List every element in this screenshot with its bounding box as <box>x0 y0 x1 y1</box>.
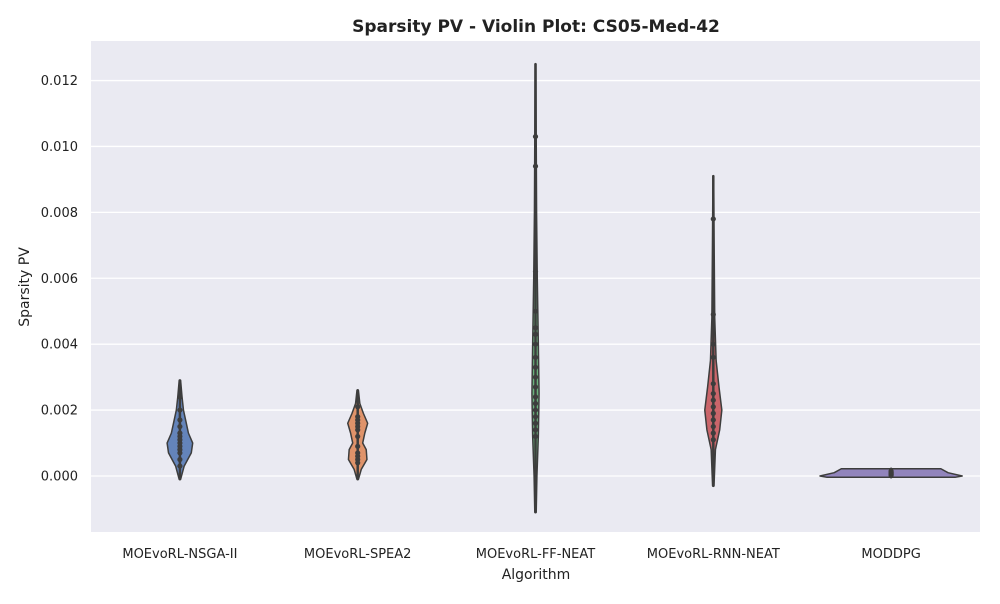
y-tick-label: 0.006 <box>41 272 78 287</box>
data-point <box>177 430 183 436</box>
data-point <box>532 331 539 337</box>
y-tick-label: 0.008 <box>41 206 78 221</box>
data-point <box>532 433 539 440</box>
data-point <box>532 407 539 413</box>
x-tick-label: MOEvoRL-NSGA-II <box>122 547 237 562</box>
data-point <box>532 374 539 380</box>
data-point <box>532 400 539 407</box>
data-point <box>177 407 183 413</box>
data-point <box>532 308 539 314</box>
data-point <box>710 430 716 436</box>
data-point <box>710 354 716 360</box>
data-point <box>710 423 716 430</box>
data-point <box>710 417 716 423</box>
violin-moevorl-nsga-ii <box>166 379 194 481</box>
data-point <box>532 354 539 360</box>
violin-moddpg <box>819 467 963 479</box>
data-point <box>710 381 716 387</box>
violin-moevorl-ff-neat <box>531 62 540 514</box>
x-tick-label: MOEvoRL-SPEA2 <box>304 547 412 562</box>
data-point <box>532 325 539 331</box>
y-tick-label: 0.004 <box>41 338 78 353</box>
y-tick-label: 0.002 <box>41 404 78 419</box>
data-point <box>355 404 361 410</box>
x-tick-label: MOEvoRL-FF-NEAT <box>476 547 596 562</box>
data-point <box>710 341 716 347</box>
data-point <box>532 384 539 390</box>
data-point <box>177 463 183 469</box>
data-point <box>888 468 894 474</box>
data-point <box>177 394 183 400</box>
data-point <box>532 133 539 140</box>
violin-moevorl-spea2 <box>346 389 369 481</box>
data-point <box>177 417 183 423</box>
data-point <box>710 437 716 443</box>
data-point <box>532 269 539 275</box>
data-point <box>532 414 539 420</box>
data-point <box>710 390 716 397</box>
data-point <box>532 341 539 347</box>
y-tick-label: 0.000 <box>41 469 78 484</box>
data-point <box>532 364 539 370</box>
data-point <box>532 163 539 169</box>
data-point <box>355 443 361 449</box>
data-point <box>177 423 183 430</box>
y-tick-labels: 0.000 0.002 0.004 0.006 0.008 0.010 0.012 <box>41 74 78 484</box>
data-point <box>532 394 539 400</box>
x-tick-label: MOEvoRL-RNN-NEAT <box>647 547 780 562</box>
data-point <box>710 410 716 416</box>
data-point <box>532 427 539 433</box>
data-point <box>710 397 716 403</box>
data-point <box>532 420 539 426</box>
violin-moevorl-rnn-neat <box>704 174 723 488</box>
data-point <box>177 456 183 463</box>
y-tick-label: 0.012 <box>41 74 78 89</box>
data-point <box>355 414 361 420</box>
chart-title: Sparsity PV - Violin Plot: CS05-Med-42 <box>352 17 720 37</box>
x-axis-label: Algorithm <box>502 567 571 583</box>
data-point <box>355 433 361 440</box>
data-point <box>710 404 716 410</box>
data-point <box>355 450 361 456</box>
x-tick-labels: MOEvoRL-NSGA-II MOEvoRL-SPEA2 MOEvoRL-FF-N… <box>122 547 920 562</box>
x-tick-label: MODDPG <box>861 547 920 562</box>
violin-layer <box>166 62 963 514</box>
data-point <box>710 311 716 318</box>
data-point <box>710 216 716 222</box>
y-tick-label: 0.010 <box>41 140 78 155</box>
y-axis-label: Sparsity PV <box>17 247 33 327</box>
